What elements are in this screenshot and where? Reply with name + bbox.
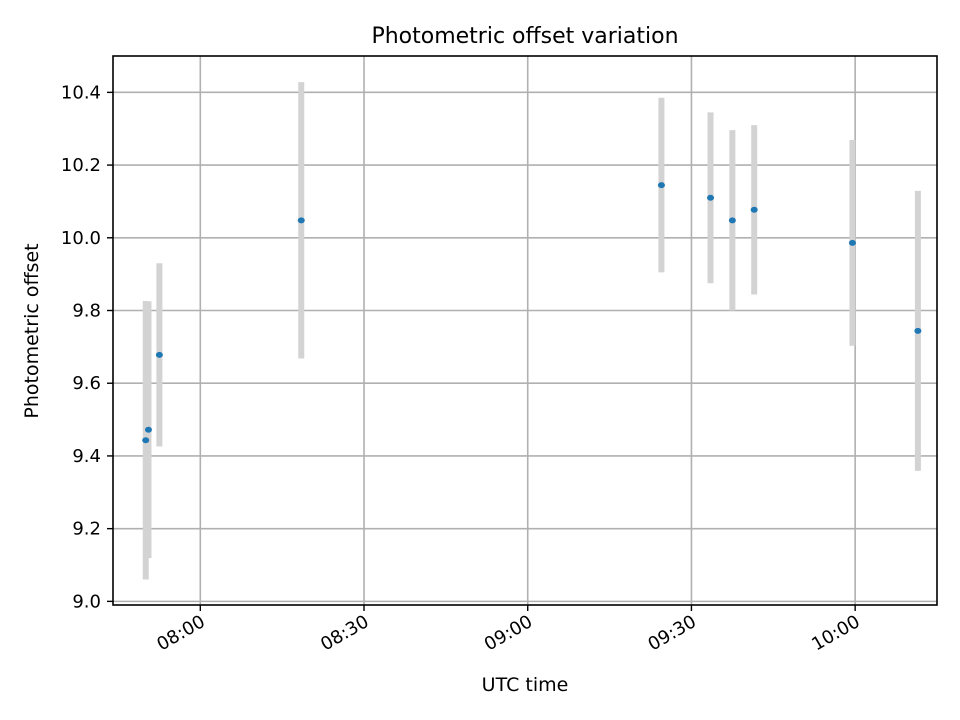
x-tick-label: 09:00: [481, 611, 536, 655]
grid-layer: [113, 56, 937, 605]
point-layer: [142, 182, 922, 444]
data-point: [728, 217, 736, 224]
x-tick-label: 10:00: [808, 611, 863, 655]
x-tick-label: 08:30: [317, 611, 372, 655]
y-tick-label: 9.8: [72, 301, 101, 322]
y-tick-label: 10.2: [61, 155, 101, 176]
chart-title: Photometric offset variation: [371, 24, 678, 49]
tick-layer: 08:00 08:30 09:00 09:30 10:00 9.0 9.2 9.4 9.6 9.8…: [61, 82, 864, 655]
data-point: [848, 239, 856, 246]
data-point: [657, 182, 665, 189]
x-tick-label: 09:30: [645, 611, 700, 655]
y-tick-label: 9.2: [72, 519, 101, 540]
y-tick-label: 10.4: [61, 82, 101, 103]
data-point: [155, 351, 163, 358]
y-axis-label: Photometric offset: [21, 243, 43, 418]
x-tick-label: 08:00: [153, 611, 208, 655]
data-point: [297, 217, 305, 224]
x-axis-label: UTC time: [482, 674, 569, 696]
data-point: [750, 206, 758, 213]
data-point: [707, 194, 715, 201]
data-point: [914, 327, 922, 334]
data-point: [144, 426, 152, 433]
y-tick-label: 9.4: [72, 446, 101, 467]
data-point: [142, 437, 150, 444]
y-tick-label: 9.6: [72, 373, 101, 394]
errorbar-layer: [142, 82, 921, 580]
y-tick-label: 9.0: [72, 591, 101, 612]
plot-frame: [112, 55, 938, 606]
y-tick-label: 10.0: [61, 228, 101, 249]
